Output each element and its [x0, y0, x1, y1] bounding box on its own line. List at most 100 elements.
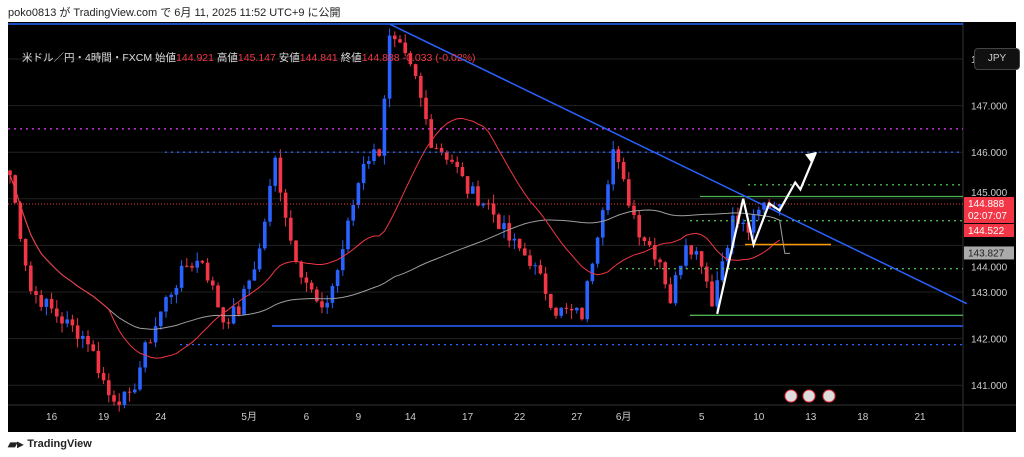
candle: [29, 265, 33, 292]
candle: [367, 160, 371, 164]
candle: [528, 255, 532, 266]
candle: [673, 275, 678, 304]
candle: [476, 186, 480, 206]
x-tick-label: 6: [304, 412, 310, 423]
candle: [491, 203, 496, 215]
candle: [569, 308, 574, 311]
candle: [663, 262, 667, 285]
candle: [538, 265, 543, 274]
candle: [112, 395, 116, 402]
candle: [653, 245, 657, 260]
candle: [481, 203, 485, 206]
candle: [455, 161, 459, 168]
y-tick-label: 142.000: [971, 335, 1008, 346]
candle: [278, 157, 283, 193]
candle: [164, 297, 168, 312]
candle: [23, 238, 28, 266]
candle: [205, 262, 210, 281]
candle: [361, 163, 366, 184]
candle: [55, 308, 59, 317]
candle: [65, 319, 69, 324]
us-flag-event-icon: [822, 389, 836, 403]
candle: [216, 285, 220, 308]
candle: [549, 293, 553, 308]
candle: [705, 266, 709, 282]
candle: [304, 277, 309, 283]
candle: [81, 336, 85, 339]
candle: [429, 119, 433, 148]
x-tick-label: 17: [462, 412, 474, 423]
candle: [49, 298, 54, 309]
x-tick-label: 27: [571, 412, 583, 423]
candle: [684, 245, 688, 266]
candle: [679, 265, 683, 276]
price-chart[interactable]: 148.000147.000146.000145.000144.000143.0…: [8, 22, 1016, 432]
x-tick-label: 14: [405, 412, 417, 423]
candle: [341, 249, 345, 271]
candle: [39, 295, 43, 307]
candle: [777, 204, 782, 207]
candle: [439, 147, 444, 153]
candle: [315, 289, 319, 302]
candle: [398, 39, 402, 43]
candles: [8, 28, 782, 412]
candle: [70, 319, 75, 326]
chart-area[interactable]: 米ドル／円・4時間・FXCM 始値144.921 高値145.147 安値144…: [8, 22, 1020, 432]
candle: [595, 237, 600, 264]
candle: [746, 222, 751, 233]
publish-info: poko0813 が TradingView.com で 6月 11, 2025…: [8, 7, 341, 19]
candle: [247, 280, 251, 289]
candle: [195, 260, 199, 268]
y-tick-label: 144.000: [971, 262, 1008, 273]
candle: [127, 391, 132, 393]
candle: [424, 97, 428, 120]
candle: [517, 238, 522, 249]
candle: [122, 391, 127, 405]
y-tick-label: 143.000: [971, 288, 1008, 299]
candle: [377, 149, 381, 156]
candle: [554, 307, 558, 316]
candle: [91, 344, 95, 351]
candle: [627, 179, 631, 206]
candle: [356, 183, 361, 205]
x-tick-label: 13: [805, 412, 817, 423]
candle: [523, 248, 527, 256]
low-value: 144.841: [299, 52, 338, 64]
change-value: -0.033 (-0.02%): [402, 52, 476, 64]
x-tick-label: 21: [914, 412, 926, 423]
candle: [720, 261, 725, 281]
symbol-label[interactable]: 米ドル／円・4時間・FXCM: [22, 52, 153, 64]
candle: [309, 282, 314, 290]
candle: [616, 149, 621, 162]
us-flag-event-icon: [784, 389, 798, 403]
tv-logo-icon: ▰▸: [8, 437, 24, 451]
tradingview-logo[interactable]: ▰▸ TradingView: [8, 437, 92, 451]
candle: [502, 223, 506, 230]
candle: [575, 307, 579, 311]
candle: [637, 215, 641, 238]
candle: [403, 42, 407, 54]
candle: [512, 238, 517, 241]
candle: [751, 214, 756, 233]
price-tag-value: 143.827: [968, 248, 1005, 259]
candle: [668, 284, 673, 304]
candle: [559, 307, 563, 316]
x-tick-label: 18: [857, 412, 869, 423]
high-label: 高値: [216, 52, 238, 64]
x-tick-label: 9: [356, 412, 362, 423]
candle: [148, 342, 153, 344]
candle: [320, 301, 324, 308]
candle: [346, 220, 350, 250]
y-tick-label: 145.000: [971, 188, 1008, 199]
candle: [263, 221, 267, 249]
candle: [632, 205, 636, 216]
candle: [179, 265, 184, 288]
price-tag: [964, 197, 1014, 224]
candle: [133, 389, 137, 393]
ohlc-legend: 米ドル／円・4時間・FXCM 始値144.921 高値145.147 安値144…: [22, 50, 476, 65]
candle: [393, 35, 397, 40]
candle: [231, 306, 236, 324]
currency-button[interactable]: JPY: [974, 48, 1020, 70]
candle: [101, 373, 106, 381]
candle: [647, 241, 652, 246]
